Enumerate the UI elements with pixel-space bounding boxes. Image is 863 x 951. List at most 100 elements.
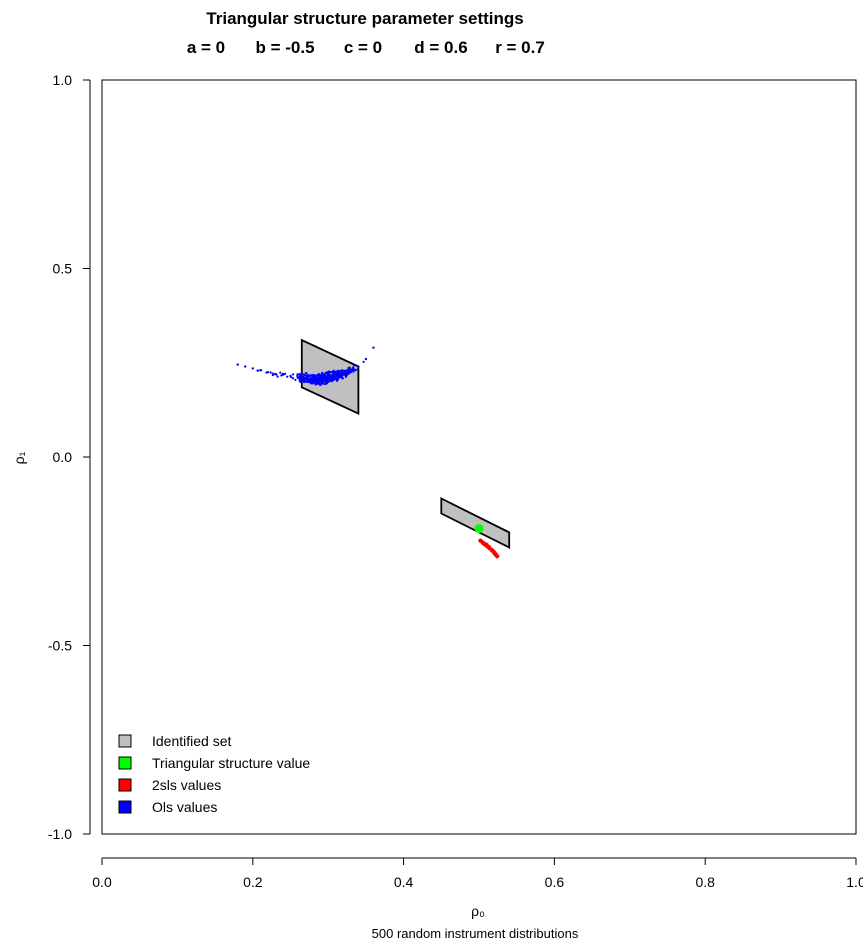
x-tick-label: 0.8 [695,874,715,890]
ols-point [362,360,365,363]
ols-point [256,369,259,372]
ols-point [236,363,239,366]
legend-swatch [118,734,132,748]
ols-point [328,377,331,381]
ols-point [340,372,343,375]
tsls-point [486,544,492,550]
ols-point [331,378,334,381]
ols-point [348,366,351,369]
ols-point [269,371,272,374]
ols-point [320,378,324,381]
ols-point [342,371,346,374]
plot-frame [101,79,857,835]
ols-point [276,375,279,378]
subtitle-param: c = 0 [344,38,382,57]
ols-point [344,375,347,378]
ols-point [342,369,346,372]
ols-point [298,378,301,381]
y-axis: -1.0 -0.5 0.0 0.5 1.0 [48,72,91,842]
identified-set-polygon [440,497,511,549]
ols-point [347,369,351,372]
ols-point [325,377,329,381]
ols-point [291,373,295,376]
subtitle-param: r = 0.7 [495,38,545,57]
legend-label: Triangular structure value [152,755,310,771]
ols-point [356,368,359,371]
tsls-points [478,538,500,559]
chart-subtitle: a = 0 b = -0.5 c = 0 d = 0.6 r = 0.7 [187,38,545,57]
tsls-point [492,551,498,556]
ols-point [337,377,340,380]
ols-point [326,380,329,384]
ols-point [300,380,303,383]
ols-point [349,368,353,371]
x-axis: 0.0 0.2 0.4 0.6 0.8 1.0 [92,857,863,890]
legend: Identified set Triangular structure value… [118,733,310,815]
ols-point [315,376,318,380]
ols-point [322,374,326,377]
ols-point [309,374,312,377]
ols-point [332,371,335,375]
ols-point [336,379,339,382]
ols-point [340,369,343,372]
ols-point [307,375,310,378]
ols-point [312,380,315,383]
ols-point [352,370,355,373]
subtitle-param: b = -0.5 [255,38,314,57]
x-tick-label: 0.6 [545,874,565,890]
ols-point [290,376,293,379]
ols-point [265,371,268,374]
ols-point [317,376,320,379]
ols-point [292,377,295,380]
ols-point [244,365,247,368]
y-tick-label: -1.0 [48,826,72,842]
ols-point [303,379,306,382]
ols-point [324,371,328,375]
y-tick-label: 0.0 [53,449,73,465]
ols-point [321,382,324,385]
x-tick-label: 1.0 [846,874,863,890]
ols-point [332,375,335,378]
ols-point [305,371,308,375]
tsls-point [481,541,486,546]
ols-point [308,378,312,381]
legend-swatch [118,778,132,792]
ols-point [251,367,254,370]
ols-point [271,373,274,377]
ols-point [364,357,368,361]
ols-points [236,346,375,387]
ols-point [294,378,297,381]
ols-point [325,375,328,378]
legend-label: Identified set [152,733,231,749]
ols-point [296,374,299,378]
y-tick-label: -0.5 [48,638,72,654]
triangular-structure-point [474,524,484,534]
x-tick-label: 0.4 [394,874,414,890]
ols-point [300,376,303,380]
y-tick-label: 1.0 [53,72,73,88]
ols-point [315,381,318,384]
ols-point [312,374,315,377]
ols-point [316,379,319,382]
ols-point [344,373,347,376]
ols-point [309,382,313,385]
ols-point [319,375,322,378]
ols-point [339,374,342,377]
ols-point [316,373,319,377]
chart-title: Triangular structure parameter settings [206,9,523,28]
ols-point [309,380,312,383]
ols-point [328,372,331,376]
ols-point [314,383,317,386]
ols-point [327,370,331,373]
ols-point [357,365,360,368]
triangular-structure-value-point [474,524,484,534]
legend-label: 2sls values [152,777,221,793]
ols-point [342,373,345,376]
ols-point [353,364,356,367]
ols-point [279,371,282,374]
legend-swatch [118,800,132,814]
ols-point [372,346,375,349]
ols-point [302,373,305,376]
ols-point [347,371,350,375]
